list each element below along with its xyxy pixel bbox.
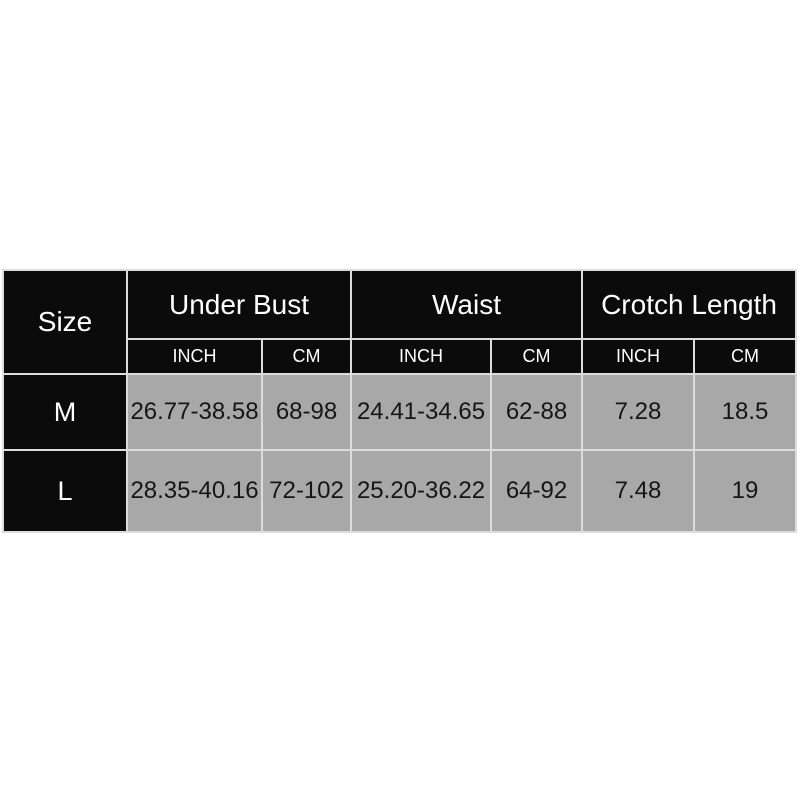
cell-m-crotch-cm: 18.5: [693, 373, 798, 451]
group-header-under-bust: Under Bust: [125, 269, 353, 340]
cell-m-waist-inch: 24.41-34.65: [350, 373, 493, 451]
cell-l-under-bust-cm: 72-102: [260, 449, 353, 533]
cell-m-under-bust-inch: 26.77-38.58: [126, 373, 263, 451]
cell-l-waist-cm: 64-92: [490, 449, 584, 533]
unit-header-crotch-inch: INCH: [581, 338, 696, 375]
unit-header-waist-cm: CM: [490, 338, 584, 375]
cell-m-under-bust-cm: 68-98: [260, 373, 353, 451]
table-row-l: L 28.35-40.16 72-102 25.20-36.22 64-92 7…: [2, 449, 798, 533]
unit-header-crotch-cm: CM: [693, 338, 798, 375]
row-label-m: M: [2, 373, 128, 451]
unit-header-waist-inch: INCH: [350, 338, 493, 375]
cell-l-under-bust-inch: 28.35-40.16: [126, 449, 263, 533]
table-header-row: Size Under Bust Waist Crotch Length: [2, 269, 798, 375]
size-column-header: Size: [2, 269, 128, 375]
cell-m-waist-cm: 62-88: [490, 373, 584, 451]
cell-l-crotch-cm: 19: [693, 449, 798, 533]
cell-m-crotch-inch: 7.28: [581, 373, 696, 451]
table-row-m: M 26.77-38.58 68-98 24.41-34.65 62-88 7.…: [2, 373, 798, 451]
group-header-waist: Waist: [350, 269, 584, 340]
unit-header-under-bust-cm: CM: [260, 338, 353, 375]
cell-l-crotch-inch: 7.48: [581, 449, 696, 533]
unit-header-row: INCH CM INCH CM INCH CM: [3, 338, 798, 375]
group-header-crotch-length: Crotch Length: [581, 269, 798, 340]
unit-header-under-bust-inch: INCH: [126, 338, 263, 375]
size-chart-table: Size Under Bust Waist Crotch Length INCH…: [2, 269, 798, 533]
cell-l-waist-inch: 25.20-36.22: [350, 449, 493, 533]
row-label-l: L: [2, 449, 128, 533]
